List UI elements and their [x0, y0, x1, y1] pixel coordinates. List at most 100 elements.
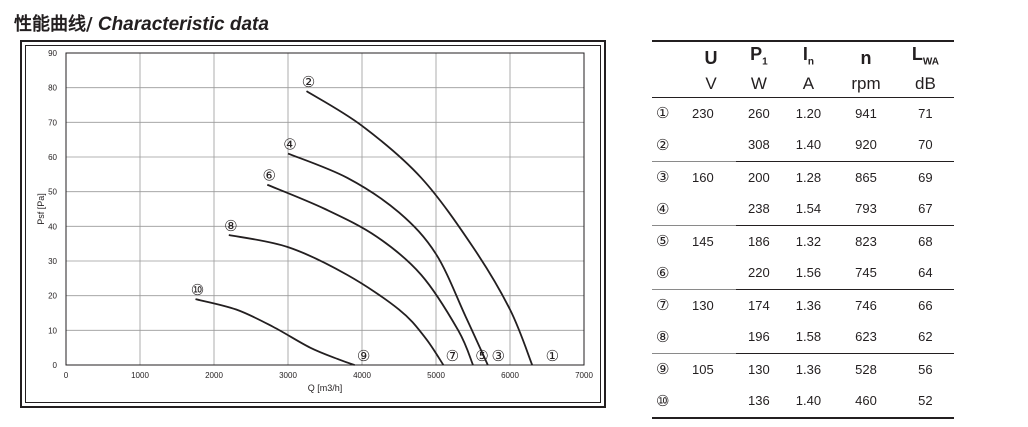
cell-current: 1.56 — [781, 257, 836, 290]
plot-area-border — [65, 52, 585, 366]
cell-power: 238 — [736, 193, 782, 226]
cell-current: 1.32 — [795, 233, 822, 249]
y-tick-label: 40 — [48, 222, 57, 231]
header-symbol: L — [911, 44, 923, 64]
cell-voltage — [686, 257, 736, 290]
cell-speed: 941 — [855, 105, 877, 121]
chart-frame — [20, 40, 606, 408]
y-tick-label: 80 — [48, 84, 57, 93]
header-subscript: n — [807, 56, 814, 68]
row-number: ① — [656, 104, 670, 123]
unit-label: dB — [896, 72, 954, 98]
column-header: LWA — [896, 40, 954, 73]
table-row: ⑥ 220 1.56 745 64 — [652, 257, 954, 290]
table-row: ③ 160 200 1.28 865 69 — [652, 161, 954, 193]
cell-power: 136 — [736, 385, 782, 419]
column-header: U — [686, 40, 736, 73]
x-tick-label: 4000 — [353, 371, 371, 380]
table-row: ② 308 1.40 920 70 — [652, 129, 954, 162]
cell-power: 186 — [748, 233, 770, 249]
row-number: ⑩ — [652, 385, 686, 419]
cell-speed: 920 — [835, 129, 897, 162]
cell-sound-level: 71 — [918, 105, 933, 121]
chart-frame-inner — [25, 45, 601, 403]
y-axis-label: Psf [Pa] — [36, 193, 46, 225]
curve-line — [287, 152, 489, 366]
column-header: P1 — [736, 40, 782, 73]
x-tick-label: 1000 — [131, 371, 149, 380]
column-header: n — [835, 40, 897, 73]
table-row: ⑩ 136 1.40 460 52 — [652, 385, 954, 419]
cell-voltage: 130 — [692, 297, 714, 313]
curve-line — [228, 234, 445, 366]
row-number: ⑤ — [656, 232, 670, 251]
cell-voltage — [686, 321, 736, 354]
cell-sound-level: 67 — [896, 193, 954, 226]
y-tick-label: 0 — [53, 361, 58, 370]
cell-sound-level: 52 — [896, 385, 954, 419]
cell-voltage — [686, 193, 736, 226]
cell-speed: 460 — [835, 385, 897, 419]
header-symbol: P — [750, 44, 763, 64]
table-row: ① 230 260 1.20 941 71 — [652, 97, 954, 129]
curve-end-label: ⑨ — [357, 347, 370, 365]
cell-power: 260 — [748, 105, 770, 121]
row-number: ⑨ — [656, 360, 670, 379]
x-axis-label: Q [m3/h] — [308, 383, 343, 393]
cell-power: 308 — [736, 129, 782, 162]
cell-sound-level: 66 — [918, 297, 933, 313]
curve-line — [306, 90, 534, 366]
curve-label: ⑥ — [263, 167, 276, 185]
table-row: ⑦ 130 174 1.36 746 66 — [652, 289, 954, 321]
y-tick-label: 60 — [48, 153, 57, 162]
x-tick-label: 5000 — [427, 371, 445, 380]
cell-speed: 528 — [855, 361, 877, 377]
cell-current: 1.58 — [781, 321, 836, 354]
curve-line — [266, 183, 474, 366]
row-number: ⑦ — [656, 296, 670, 315]
header-blank — [652, 40, 686, 73]
cell-power: 220 — [736, 257, 782, 290]
cell-current: 1.36 — [795, 297, 822, 313]
cell-voltage: 160 — [692, 169, 714, 185]
table-row: ⑧ 196 1.58 623 62 — [652, 321, 954, 354]
cell-sound-level: 70 — [896, 129, 954, 162]
cell-sound-level: 56 — [918, 361, 933, 377]
cell-voltage — [686, 129, 736, 162]
cell-current: 1.54 — [781, 193, 836, 226]
cell-voltage: 230 — [692, 105, 714, 121]
y-tick-label: 10 — [48, 326, 57, 335]
cell-speed: 865 — [855, 169, 877, 185]
cell-power: 196 — [736, 321, 782, 354]
cell-voltage: 145 — [692, 233, 714, 249]
row-number: ② — [652, 129, 686, 162]
curve-label: ④ — [283, 136, 296, 154]
y-tick-label: 70 — [48, 118, 57, 127]
unit-label: rpm — [835, 72, 897, 98]
row-number: ③ — [656, 168, 670, 187]
cell-power: 200 — [748, 169, 770, 185]
column-header: In — [781, 40, 836, 73]
table-header-row: U P1 In n LWA — [652, 40, 954, 73]
row-number: ④ — [652, 193, 686, 226]
unit-label: W — [736, 72, 782, 98]
y-tick-label: 90 — [48, 49, 57, 58]
curve-label: ② — [302, 73, 315, 91]
curve-line — [195, 298, 355, 366]
table-row: ④ 238 1.54 793 67 — [652, 193, 954, 226]
cell-voltage: 105 — [692, 361, 714, 377]
cell-speed: 823 — [855, 233, 877, 249]
y-tick-label: 20 — [48, 292, 57, 301]
curve-end-label: ⑤ — [475, 347, 488, 365]
performance-chart: 0 1000 2000 3000 4000 5000 6000 7000 0 10 20 30 40 50… — [36, 49, 593, 393]
y-tick-label: 30 — [48, 257, 57, 266]
cell-current: 1.40 — [781, 129, 836, 162]
cell-current: 1.28 — [795, 169, 822, 185]
unit-label: A — [781, 72, 836, 98]
header-symbol: I — [802, 44, 808, 64]
x-tick-label: 2000 — [205, 371, 223, 380]
table-row: ⑤ 145 186 1.32 823 68 — [652, 225, 954, 257]
cell-speed: 745 — [835, 257, 897, 290]
curve-end-label: ③ — [492, 347, 505, 365]
